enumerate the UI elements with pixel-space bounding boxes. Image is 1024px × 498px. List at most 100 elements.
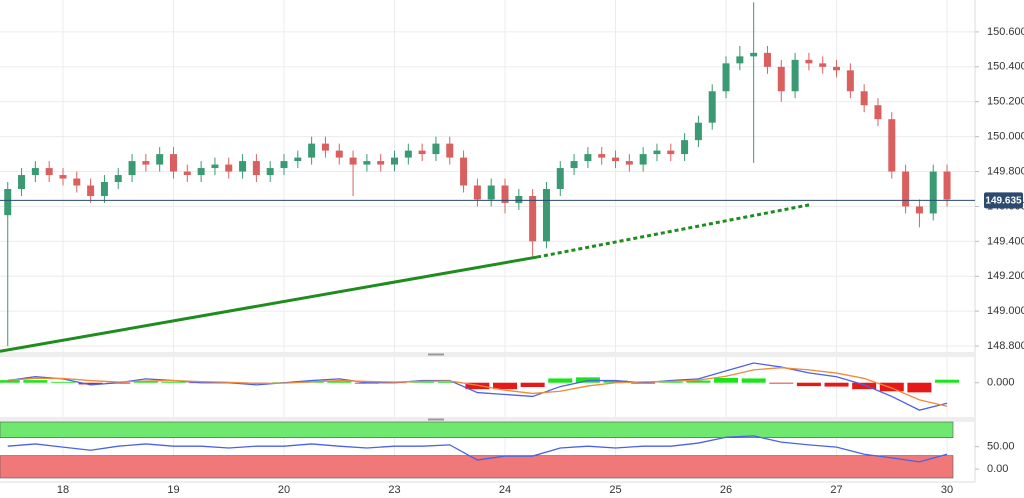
candle-body <box>128 161 136 176</box>
candle-body <box>349 157 357 165</box>
histogram-bar <box>796 382 821 387</box>
candle-body <box>777 66 785 92</box>
histogram-bar <box>410 381 435 383</box>
candle-body <box>391 157 399 165</box>
indicator-line <box>7 367 948 407</box>
y-tick-label: 150.400 <box>987 61 1024 73</box>
candle-body <box>902 171 910 207</box>
candle-body <box>114 175 122 183</box>
candle-body <box>639 154 647 165</box>
histogram-bar <box>0 380 20 383</box>
candle-body <box>529 195 537 242</box>
candle-body <box>239 161 247 172</box>
candle-body <box>667 150 675 155</box>
y-tick-label: 150.600 <box>987 26 1024 38</box>
candle-body <box>487 185 495 200</box>
last-price-box <box>984 192 1023 209</box>
candle-body <box>888 119 896 172</box>
trendline <box>536 203 811 259</box>
candle-body <box>570 161 578 169</box>
panel-separator <box>0 352 975 357</box>
y-tick-label: 148.800 <box>987 340 1024 352</box>
histogram-bar <box>493 382 518 390</box>
y-tick-label: 149.400 <box>987 235 1024 247</box>
histogram-bar <box>548 378 573 383</box>
candle-body <box>556 168 564 190</box>
histogram-bar <box>23 380 48 383</box>
y-tick-label: 50.00 <box>987 441 1015 453</box>
candle-body <box>846 70 854 92</box>
candle-body <box>446 143 454 158</box>
candle-body <box>211 164 219 169</box>
candle-body <box>335 150 343 158</box>
candle-body <box>18 175 26 190</box>
candle-body <box>197 168 205 176</box>
candle-body <box>266 168 274 176</box>
candle-body <box>943 171 951 200</box>
candle-body <box>625 161 633 165</box>
candle-body <box>142 161 150 165</box>
candle-body <box>736 56 744 64</box>
candle-body <box>501 185 509 203</box>
y-tick-label: 150.200 <box>987 96 1024 108</box>
candle-body <box>708 91 716 123</box>
candle-body <box>252 161 260 176</box>
candle-body <box>432 143 440 155</box>
candle-body <box>404 150 412 158</box>
candle-body <box>59 175 67 179</box>
histogram-bar <box>78 382 103 385</box>
candle-body <box>460 157 468 186</box>
candle-body <box>819 63 827 67</box>
candle-body <box>73 178 81 186</box>
candle-body <box>612 157 620 162</box>
candle-body <box>874 105 882 120</box>
candle-body <box>515 195 523 203</box>
histogram-bar <box>161 381 186 383</box>
y-tick-label: 150.000 <box>987 131 1024 143</box>
x-tick-label: 23 <box>388 484 400 496</box>
panel-handle <box>428 353 444 356</box>
candle-body <box>763 52 771 67</box>
candle-body <box>308 143 316 158</box>
candle-body <box>791 59 799 92</box>
candle-body <box>280 161 288 169</box>
candle-body <box>156 154 164 165</box>
histogram-bar <box>879 382 904 392</box>
y-tick-label: 0.00 <box>987 463 1008 475</box>
candle-body <box>929 171 937 214</box>
candle-body <box>87 185 95 196</box>
candle-body <box>860 91 868 106</box>
histogram-bar <box>741 378 766 383</box>
histogram-bar <box>520 382 545 387</box>
histogram-bar <box>907 382 932 393</box>
candle-body <box>681 140 689 155</box>
x-tick-label: 26 <box>720 484 732 496</box>
histogram-bar <box>852 382 877 390</box>
histogram-bar <box>437 381 462 383</box>
x-tick-label: 18 <box>57 484 69 496</box>
candle-body <box>45 168 53 176</box>
x-tick-label: 30 <box>941 484 953 496</box>
y-tick-label: 149.000 <box>987 305 1024 317</box>
histogram-bar <box>603 380 628 383</box>
histogram-bar <box>327 381 352 383</box>
candle-body <box>363 161 371 165</box>
candle-body <box>169 154 177 172</box>
candle-body <box>542 189 550 242</box>
candle-body <box>653 150 661 155</box>
candle-body <box>722 63 730 92</box>
histogram-bar <box>714 378 739 383</box>
band <box>0 455 954 479</box>
candle-body <box>694 122 702 141</box>
candle-body <box>833 66 841 71</box>
x-tick-label: 27 <box>830 484 842 496</box>
candle-body <box>225 164 233 172</box>
y-tick-label: 149.800 <box>987 165 1024 177</box>
candle-body <box>4 189 12 216</box>
band <box>0 421 954 438</box>
x-tick-label: 24 <box>499 484 511 496</box>
histogram-bar <box>658 381 683 383</box>
histogram-bar <box>50 381 75 383</box>
candle-body <box>418 150 426 155</box>
last-price-label: 149.635 <box>985 195 1022 206</box>
